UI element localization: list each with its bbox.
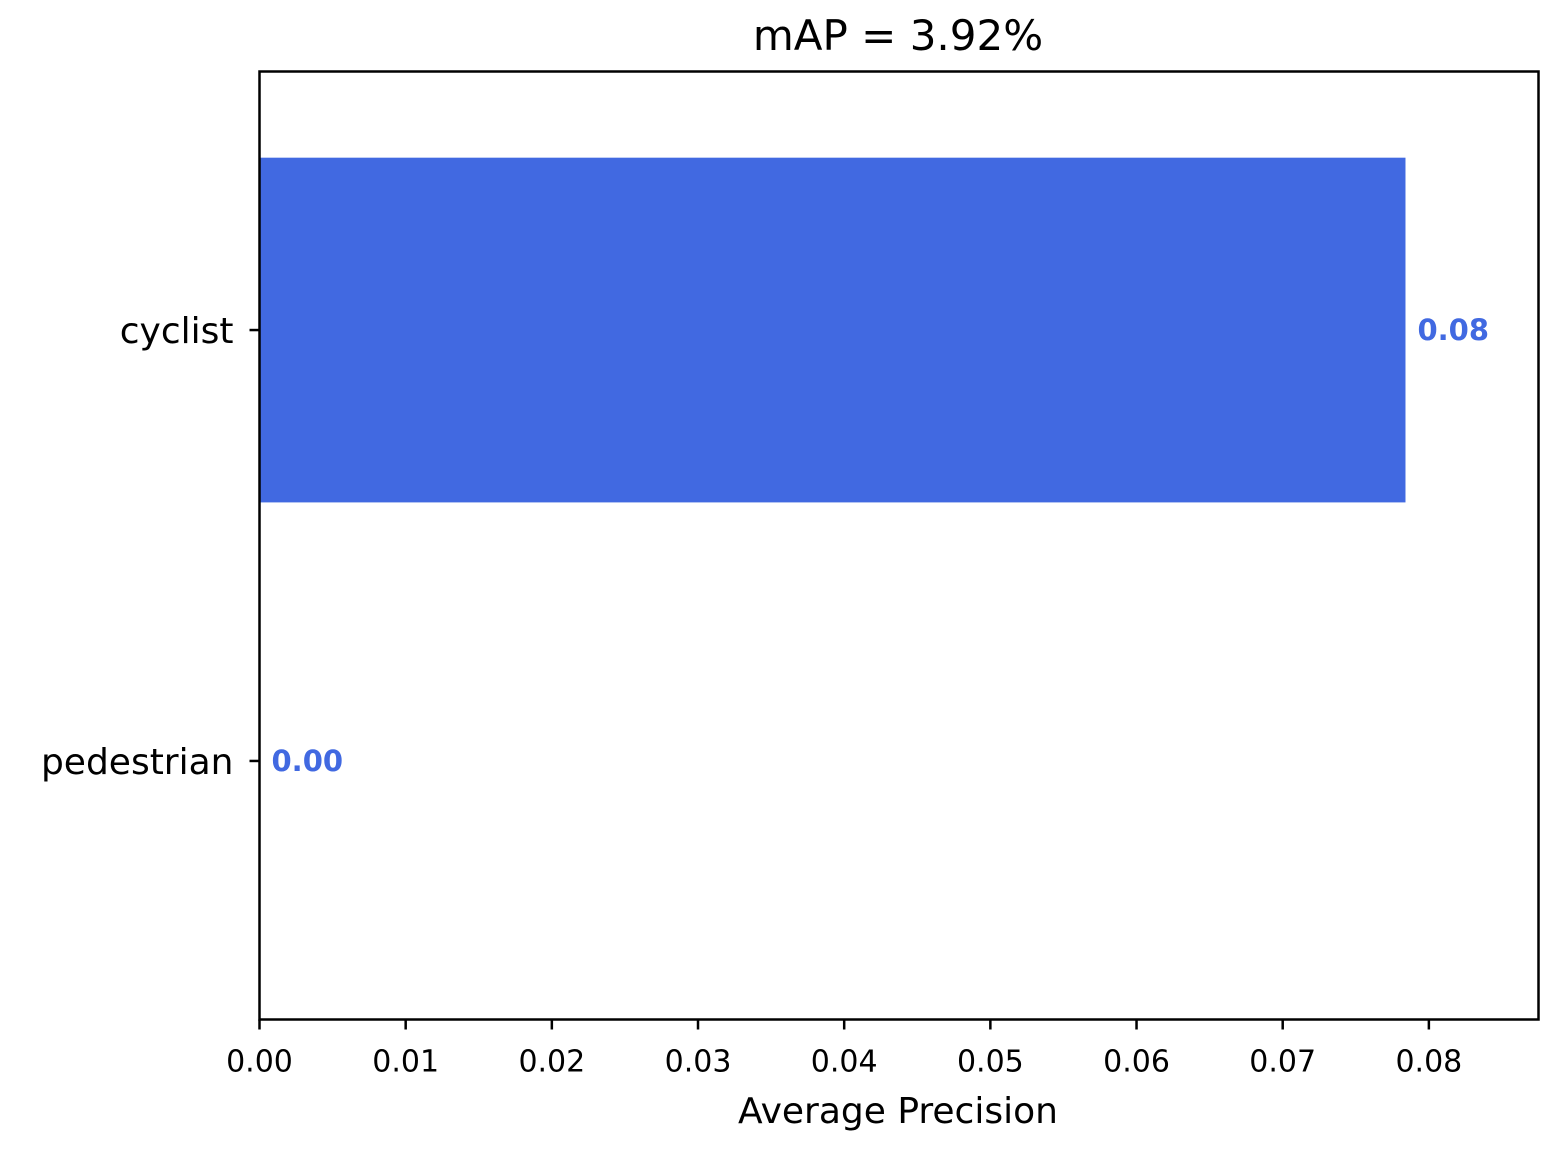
y-tick-label-pedestrian: pedestrian <box>41 742 234 783</box>
x-tick-label: 0.05 <box>957 1045 1024 1080</box>
x-tick-label: 0.00 <box>226 1045 293 1080</box>
x-tick-label: 0.06 <box>1103 1045 1170 1080</box>
x-tick-label: 0.04 <box>811 1045 878 1080</box>
bars-layer <box>259 157 1406 503</box>
x-tick-label: 0.03 <box>665 1045 732 1080</box>
x-axis-label: Average Precision <box>738 1091 1058 1132</box>
data-label-cyclist: 0.08 <box>1417 313 1489 347</box>
x-tick-label: 0.08 <box>1395 1045 1462 1080</box>
x-axis: 0.00 0.01 0.02 0.03 0.04 0.05 0.06 0.07 0.08 <box>226 1019 1462 1080</box>
data-label-pedestrian: 0.00 <box>272 744 344 778</box>
x-tick-label: 0.02 <box>518 1045 585 1080</box>
x-tick-label: 0.07 <box>1249 1045 1316 1080</box>
data-labels-layer: 0.08 0.00 <box>272 313 1490 778</box>
y-tick-label-cyclist: cyclist <box>120 311 234 352</box>
plot-frame <box>258 70 1540 1021</box>
y-axis: cyclist pedestrian <box>41 311 260 783</box>
x-tick-label: 0.01 <box>372 1045 439 1080</box>
bar-cyclist <box>259 157 1406 503</box>
chart-title: mAP = 3.92% <box>753 11 1043 60</box>
